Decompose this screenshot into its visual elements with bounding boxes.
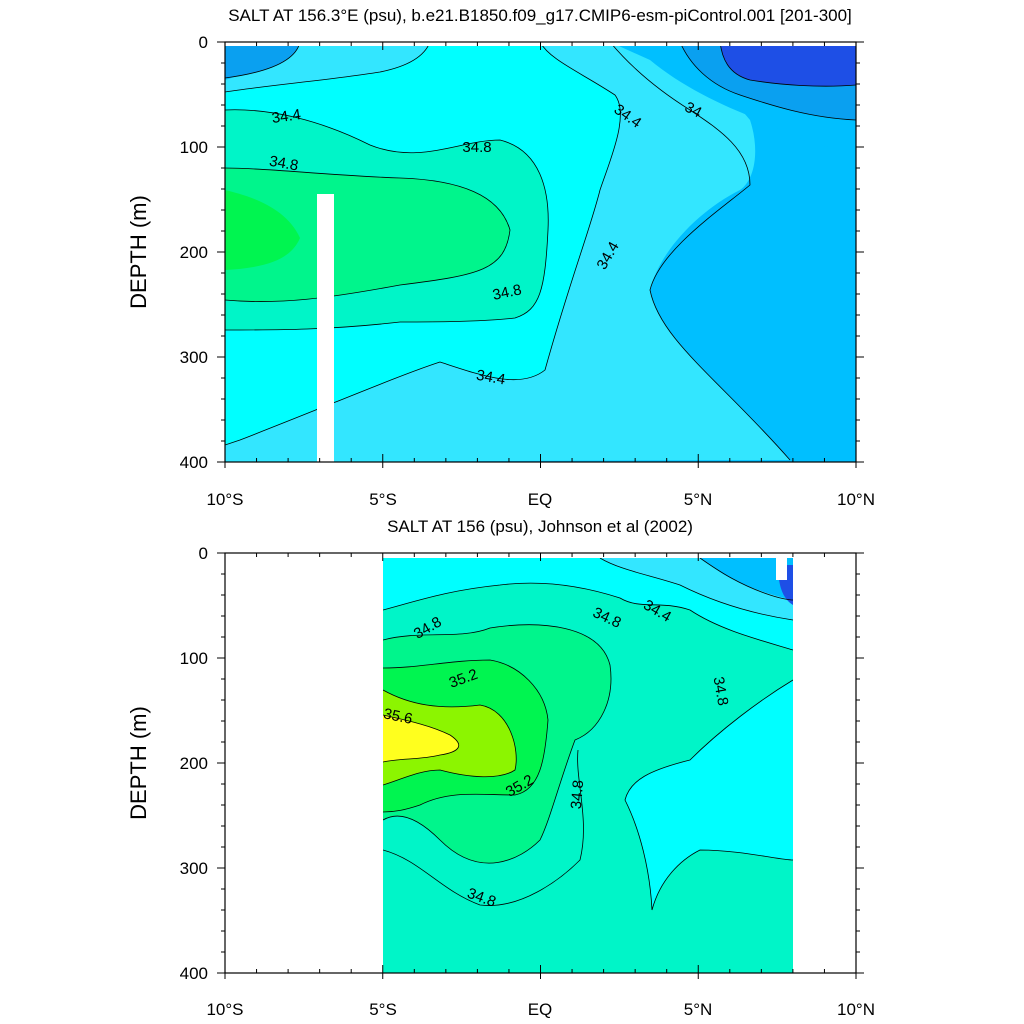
ytick-bot-1: 100 bbox=[180, 649, 208, 668]
clabel-top-7: 34 bbox=[682, 99, 705, 122]
clabel-top-4: 34.4 bbox=[475, 367, 507, 389]
xtick-bot-2: EQ bbox=[528, 1000, 553, 1019]
xtick-top-0: 10°S bbox=[206, 490, 243, 509]
xtick-bot-0: 10°S bbox=[206, 1000, 243, 1019]
xtick-top-4: 10°N bbox=[837, 490, 875, 509]
xtick-top-3: 5°N bbox=[684, 490, 713, 509]
clabel-bot-2: 35.6 bbox=[382, 705, 414, 728]
contour-bot-1 bbox=[383, 582, 793, 651]
ylabel-bottom: DEPTH (m) bbox=[126, 706, 151, 820]
band-bot-surface-342 bbox=[700, 558, 793, 600]
title-bottom: SALT AT 156 (psu), Johnson et al (2002) bbox=[387, 517, 693, 536]
contour-top-8 bbox=[225, 42, 301, 79]
contour-bot-5 bbox=[383, 714, 460, 763]
contour-bot-9 bbox=[383, 749, 584, 906]
ytick-bot-4: 400 bbox=[180, 964, 208, 983]
contour-top-7 bbox=[719, 42, 856, 87]
band-bot-356 bbox=[383, 715, 459, 762]
missing-notch-bottom bbox=[776, 558, 787, 580]
band-top-352 bbox=[225, 190, 300, 270]
surface-gap-bottom bbox=[383, 553, 793, 558]
xtick-bot-4: 10°N bbox=[837, 1000, 875, 1019]
contour-top-6 bbox=[679, 42, 856, 121]
xtick-bot-1: 5°S bbox=[369, 1000, 397, 1019]
xtick-top-1: 5°S bbox=[369, 490, 397, 509]
clabel-top-1: 34.8 bbox=[268, 153, 300, 175]
clabel-top-0: 34.4 bbox=[271, 106, 302, 127]
ytick-top-3: 300 bbox=[180, 348, 208, 367]
contour-fill-bottom bbox=[383, 558, 793, 973]
missing-strip-top bbox=[317, 194, 334, 462]
xtick-top-2: EQ bbox=[528, 490, 553, 509]
panel-bottom: SALT AT 156 (psu), Johnson et al (2002) bbox=[126, 517, 875, 1019]
ytick-bot-3: 300 bbox=[180, 859, 208, 878]
ytick-top-0: 0 bbox=[199, 33, 208, 52]
clabel-top-3: 34.8 bbox=[491, 281, 523, 304]
contour-bot-4 bbox=[383, 689, 517, 786]
contour-bot-8 bbox=[699, 558, 793, 601]
band-top-350 bbox=[225, 168, 510, 302]
title-top: SALT AT 156.3°E (psu), b.e21.B1850.f09_g… bbox=[228, 6, 852, 25]
contour-top-4 bbox=[225, 42, 621, 446]
clabel-bot-7: 34.8 bbox=[710, 675, 732, 707]
band-top-sw-340 bbox=[225, 42, 300, 78]
xtick-bot-3: 5°N bbox=[684, 1000, 713, 1019]
contour-bot-2 bbox=[383, 624, 612, 864]
panel-top: SALT AT 156.3°E (psu), b.e21.B1850.f09_g… bbox=[126, 6, 875, 509]
ytick-bot-0: 0 bbox=[199, 544, 208, 563]
contour-top-5 bbox=[609, 42, 791, 461]
ytick-top-4: 400 bbox=[180, 453, 208, 472]
clabel-bot-4: 34.8 bbox=[568, 779, 587, 810]
ytick-top-2: 200 bbox=[180, 243, 208, 262]
clabel-top-2: 34.8 bbox=[462, 139, 491, 156]
ticks-bottom bbox=[217, 552, 864, 979]
ytick-top-1: 100 bbox=[180, 138, 208, 157]
contour-bot-6 bbox=[624, 679, 793, 911]
band-top-north-336 bbox=[720, 42, 856, 87]
ylabel-top: DEPTH (m) bbox=[126, 195, 151, 309]
ytick-bot-2: 200 bbox=[180, 754, 208, 773]
contour-bot-7 bbox=[599, 558, 793, 621]
contour-fill-top bbox=[225, 42, 856, 462]
ticks-top bbox=[217, 41, 864, 468]
contour-bot-3 bbox=[383, 659, 549, 813]
band-bot-north-346 bbox=[625, 680, 793, 910]
contour-top-1 bbox=[225, 42, 431, 93]
contour-top-2 bbox=[225, 109, 549, 331]
